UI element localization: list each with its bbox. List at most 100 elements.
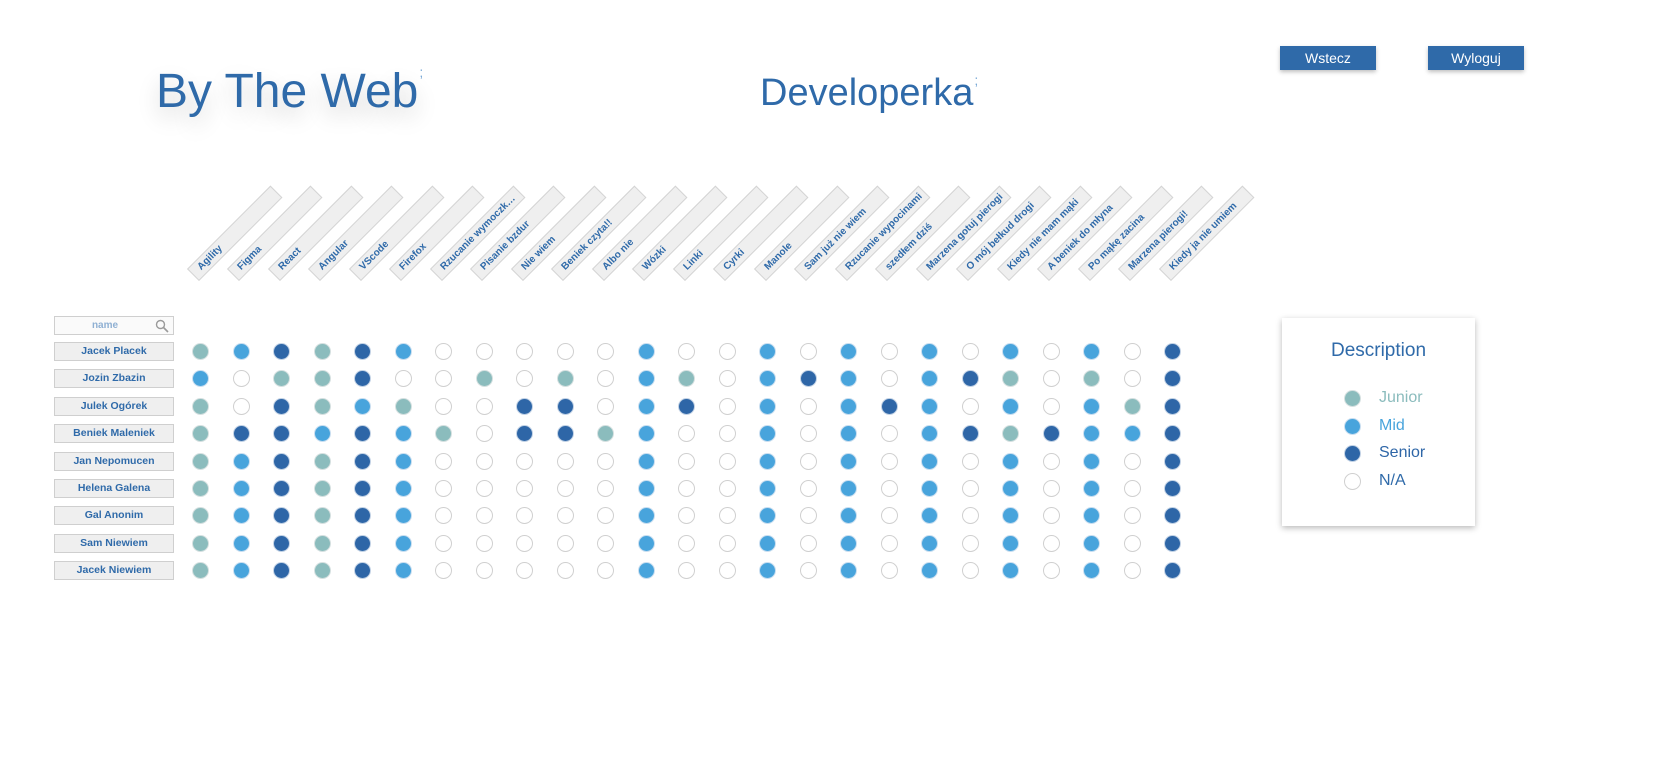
- skill-dot-mid[interactable]: [637, 370, 655, 388]
- skill-dot-na[interactable]: [1042, 397, 1060, 415]
- skill-dot-senior[interactable]: [354, 534, 371, 552]
- skill-dot-mid[interactable]: [637, 397, 655, 415]
- person-name[interactable]: Gal Anonim: [54, 506, 174, 526]
- skill-dot-na[interactable]: [516, 507, 533, 525]
- person-name[interactable]: Jacek Placek: [54, 342, 174, 361]
- skill-dot-senior[interactable]: [1164, 370, 1181, 388]
- skill-dot-na[interactable]: [435, 370, 452, 388]
- skill-dot-junior[interactable]: [313, 562, 331, 580]
- skill-dot-mid[interactable]: [1002, 562, 1019, 580]
- skill-dot-mid[interactable]: [232, 343, 250, 360]
- skill-dot-junior[interactable]: [597, 425, 614, 443]
- skill-dot-na[interactable]: [961, 480, 979, 497]
- skill-dot-na[interactable]: [597, 562, 614, 580]
- skill-dot-na[interactable]: [1123, 452, 1141, 470]
- skill-dot-mid[interactable]: [921, 452, 938, 470]
- skill-dot-mid[interactable]: [637, 534, 655, 552]
- skill-dot-junior[interactable]: [394, 397, 412, 415]
- skill-dot-na[interactable]: [678, 534, 695, 552]
- skill-dot-mid[interactable]: [1083, 425, 1100, 443]
- skill-dot-na[interactable]: [1042, 562, 1060, 580]
- skill-dot-mid[interactable]: [1002, 534, 1019, 552]
- person-name[interactable]: Jan Nepomucen: [54, 451, 174, 471]
- skill-dot-na[interactable]: [435, 343, 452, 360]
- skill-dot-na[interactable]: [1123, 343, 1141, 360]
- skill-dot-mid[interactable]: [232, 452, 250, 470]
- skill-dot-senior[interactable]: [273, 397, 290, 415]
- skill-dot-na[interactable]: [597, 397, 614, 415]
- skill-dot-mid[interactable]: [921, 370, 938, 388]
- skill-dot-senior[interactable]: [273, 343, 290, 360]
- skill-dot-na[interactable]: [880, 452, 898, 470]
- skill-dot-senior[interactable]: [1164, 343, 1181, 360]
- skill-dot-na[interactable]: [1123, 480, 1141, 497]
- skill-dot-na[interactable]: [1123, 370, 1141, 388]
- skill-dot-mid[interactable]: [840, 534, 857, 552]
- skill-dot-senior[interactable]: [354, 480, 371, 497]
- skill-dot-senior[interactable]: [516, 425, 533, 443]
- skill-dot-mid[interactable]: [759, 507, 776, 525]
- skill-dot-junior[interactable]: [1123, 397, 1141, 415]
- skill-dot-mid[interactable]: [759, 397, 776, 415]
- skill-dot-na[interactable]: [718, 425, 736, 443]
- skill-dot-senior[interactable]: [799, 370, 817, 388]
- skill-dot-na[interactable]: [799, 534, 817, 552]
- skill-dot-na[interactable]: [232, 370, 250, 388]
- skill-dot-mid[interactable]: [921, 480, 938, 497]
- skill-dot-mid[interactable]: [840, 425, 857, 443]
- skill-dot-junior[interactable]: [313, 452, 331, 470]
- skill-dot-mid[interactable]: [1083, 534, 1100, 552]
- skill-dot-senior[interactable]: [1164, 562, 1181, 580]
- skill-dot-mid[interactable]: [394, 452, 412, 470]
- skill-dot-mid[interactable]: [921, 425, 938, 443]
- skill-dot-mid[interactable]: [313, 425, 331, 443]
- skill-dot-na[interactable]: [799, 480, 817, 497]
- skill-dot-mid[interactable]: [840, 452, 857, 470]
- skill-dot-na[interactable]: [556, 480, 574, 497]
- skill-dot-senior[interactable]: [273, 480, 290, 497]
- skill-dot-junior[interactable]: [192, 480, 209, 497]
- skill-dot-na[interactable]: [799, 425, 817, 443]
- skill-dot-mid[interactable]: [354, 397, 371, 415]
- skill-dot-na[interactable]: [556, 507, 574, 525]
- skill-dot-mid[interactable]: [637, 562, 655, 580]
- skill-dot-senior[interactable]: [1164, 507, 1181, 525]
- skill-dot-mid[interactable]: [232, 507, 250, 525]
- skill-dot-junior[interactable]: [273, 370, 290, 388]
- skill-dot-junior[interactable]: [192, 397, 209, 415]
- skill-dot-na[interactable]: [475, 480, 493, 497]
- skill-dot-mid[interactable]: [759, 480, 776, 497]
- back-button[interactable]: Wstecz: [1280, 46, 1376, 70]
- person-name[interactable]: Helena Galena: [54, 479, 174, 498]
- skill-dot-na[interactable]: [1123, 534, 1141, 552]
- skill-dot-na[interactable]: [961, 452, 979, 470]
- skill-dot-na[interactable]: [475, 507, 493, 525]
- skill-dot-senior[interactable]: [354, 370, 371, 388]
- skill-dot-mid[interactable]: [921, 397, 938, 415]
- skill-dot-mid[interactable]: [1083, 343, 1100, 360]
- skill-dot-na[interactable]: [678, 343, 695, 360]
- skill-dot-na[interactable]: [799, 397, 817, 415]
- skill-dot-mid[interactable]: [1083, 507, 1100, 525]
- skill-dot-na[interactable]: [799, 562, 817, 580]
- skill-dot-na[interactable]: [678, 452, 695, 470]
- skill-dot-na[interactable]: [961, 534, 979, 552]
- skill-dot-mid[interactable]: [637, 452, 655, 470]
- skill-dot-mid[interactable]: [759, 425, 776, 443]
- skill-dot-junior[interactable]: [475, 370, 493, 388]
- skill-dot-na[interactable]: [799, 343, 817, 360]
- skill-dot-mid[interactable]: [840, 507, 857, 525]
- skill-dot-na[interactable]: [1042, 507, 1060, 525]
- skill-dot-junior[interactable]: [1083, 370, 1100, 388]
- skill-dot-junior[interactable]: [192, 534, 209, 552]
- skill-dot-na[interactable]: [435, 480, 452, 497]
- skill-dot-na[interactable]: [597, 480, 614, 497]
- skill-dot-na[interactable]: [516, 370, 533, 388]
- skill-dot-na[interactable]: [880, 534, 898, 552]
- skill-dot-na[interactable]: [961, 507, 979, 525]
- logout-button[interactable]: Wyloguj: [1428, 46, 1524, 70]
- skill-dot-na[interactable]: [597, 507, 614, 525]
- skill-dot-junior[interactable]: [313, 534, 331, 552]
- skill-dot-junior[interactable]: [313, 343, 331, 360]
- skill-dot-na[interactable]: [880, 370, 898, 388]
